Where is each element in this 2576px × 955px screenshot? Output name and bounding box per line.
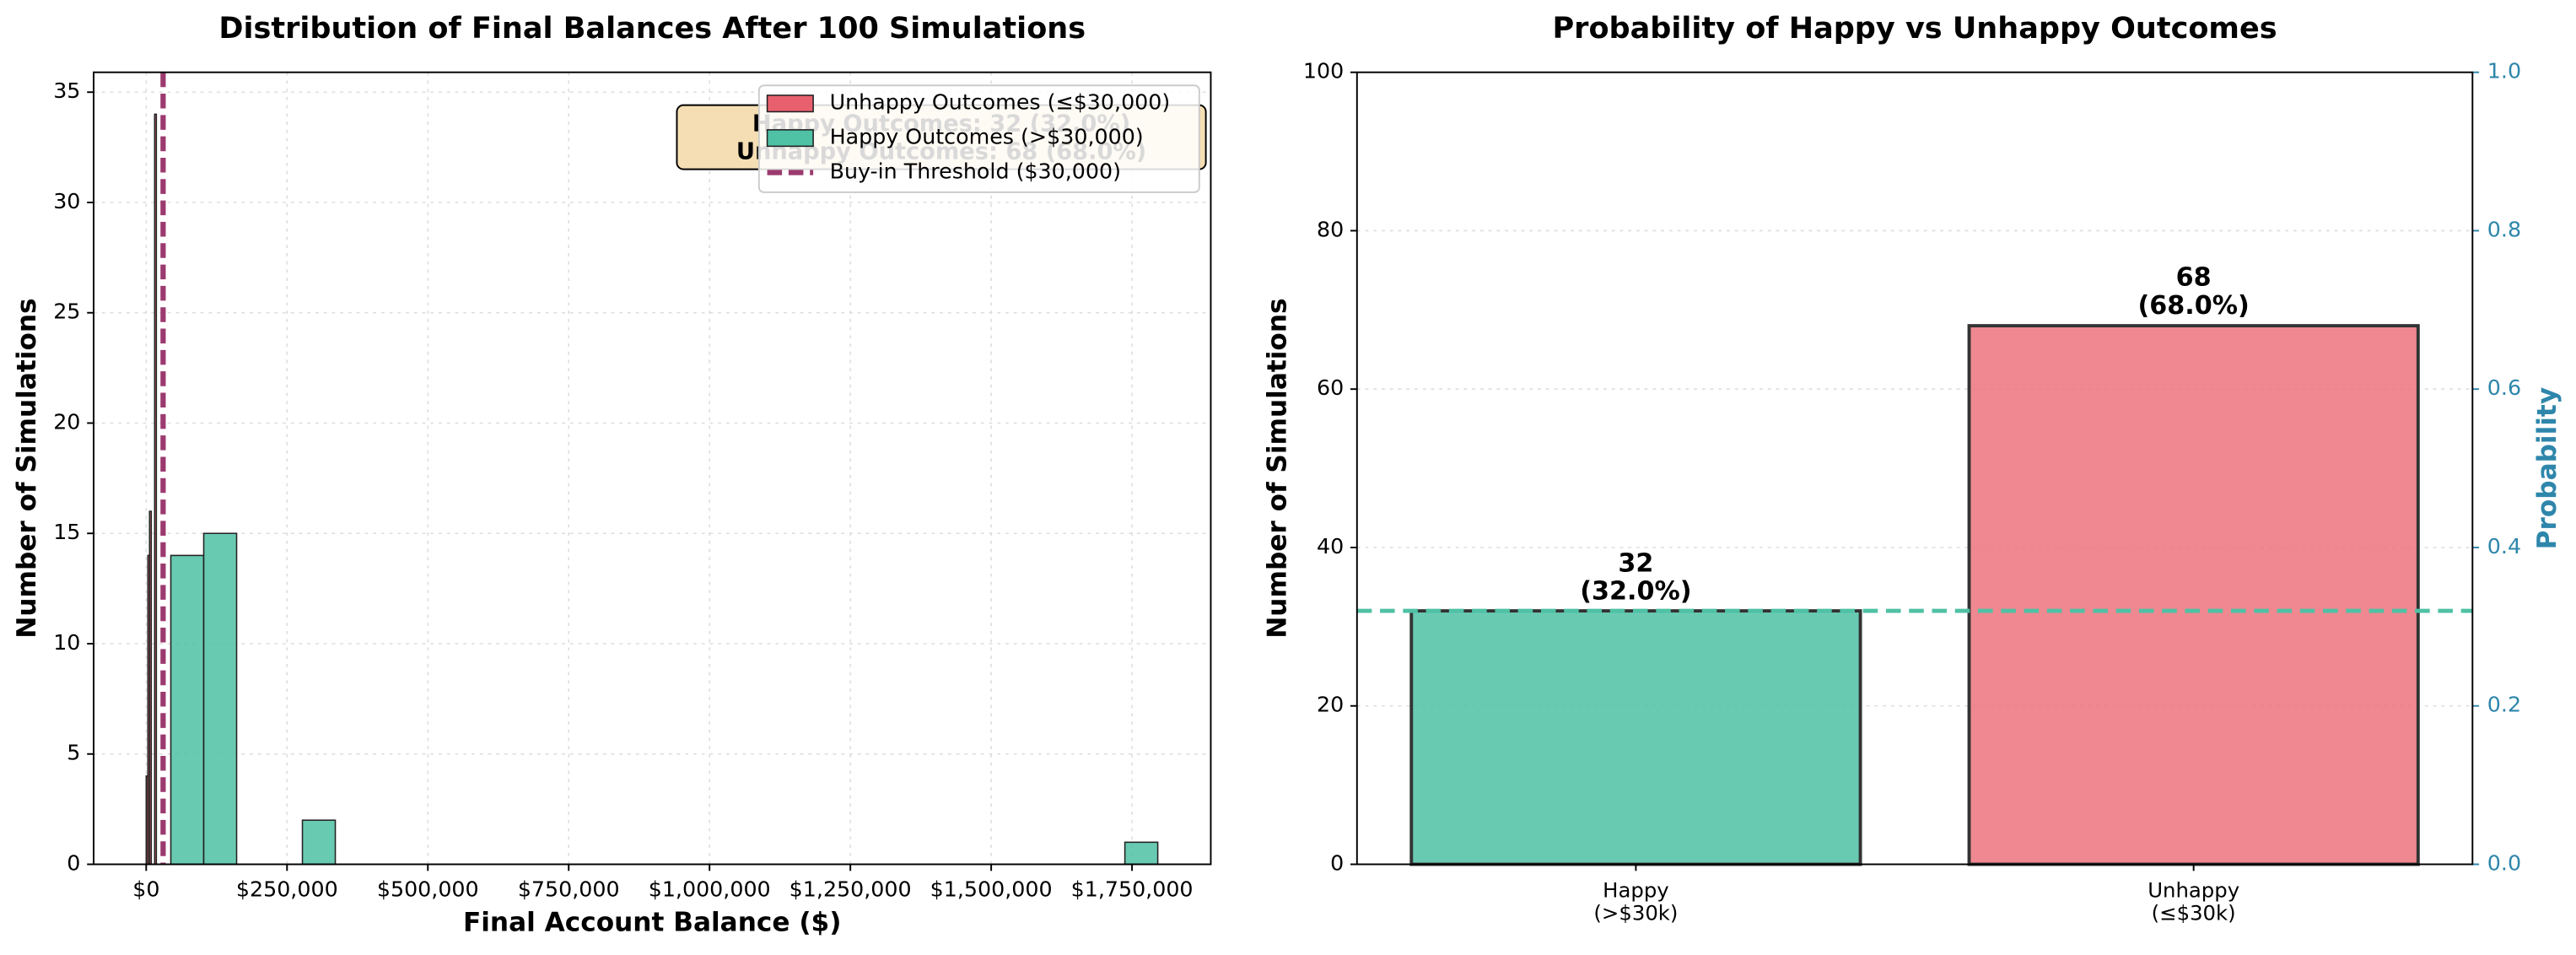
y-tick-label: 100	[1303, 58, 1344, 84]
x-tick-label: $750,000	[518, 877, 620, 902]
x-axis-label: Final Account Balance ($)	[463, 908, 842, 938]
legend-swatch	[766, 129, 814, 148]
value-label: 68 (68.0%)	[2137, 262, 2250, 321]
y-tick-label: 20	[53, 408, 80, 434]
x-tick-label: $1,250,000	[790, 877, 912, 902]
histogram-bar	[148, 510, 153, 866]
value-label: 32 (32.0%)	[1580, 548, 1692, 607]
y-tick-label: 25	[53, 299, 80, 324]
x-tick-label: $0	[132, 877, 159, 902]
y2-tick-label: 0.6	[2487, 375, 2521, 400]
y2-tick-label: 0.2	[2487, 692, 2521, 717]
histogram-bar	[301, 819, 337, 866]
y-tick-label: 80	[1317, 216, 1344, 241]
bar	[1967, 324, 2420, 866]
y2-tick-label: 0.8	[2487, 216, 2521, 241]
frame	[93, 71, 1212, 866]
legend-label: Buy-in Threshold ($30,000)	[830, 159, 1121, 184]
x-tick-label: $1,500,000	[930, 877, 1053, 902]
y2-tick-label: 0.4	[2487, 533, 2521, 558]
chart-title: Distribution of Final Balances After 100…	[218, 11, 1086, 46]
histogram-bar	[154, 113, 158, 866]
histogram-bar	[170, 554, 205, 866]
y-tick-label: 30	[53, 188, 80, 213]
y2-tick-label: 1.0	[2487, 58, 2521, 84]
histogram-bar	[202, 532, 238, 866]
legend-label: Unhappy Outcomes (≤$30,000)	[830, 89, 1171, 115]
legend-label: Happy Outcomes (>$30,000)	[830, 124, 1144, 149]
y-tick-label: 5	[67, 740, 80, 765]
x-tick-label: $1,000,000	[649, 877, 771, 902]
x-tick-label: $250,000	[236, 877, 338, 902]
bar	[1409, 609, 1862, 866]
y-tick-label: 35	[53, 78, 80, 103]
y-tick-label: 0	[67, 850, 80, 875]
y2-axis-label: Probability	[2532, 387, 2563, 549]
y2-tick-label: 0.0	[2487, 850, 2521, 875]
y-tick-label: 10	[53, 629, 80, 655]
legend-box	[757, 84, 1200, 193]
x-tick-label: $1,750,000	[1071, 877, 1194, 902]
y-tick-label: 0	[1330, 850, 1344, 875]
y-tick-label: 60	[1317, 375, 1344, 400]
y-axis-label: Number of Simulations	[1262, 298, 1292, 638]
legend-swatch	[766, 94, 814, 113]
frame	[1355, 71, 2474, 866]
x-tick-label: Happy (>$30k)	[1593, 877, 1679, 926]
x-tick-label: Unhappy (≤$30k)	[2148, 877, 2240, 926]
y-tick-label: 40	[1317, 533, 1344, 558]
y-tick-label: 15	[53, 519, 80, 544]
histogram-bar	[1124, 841, 1159, 866]
y-axis-label: Number of Simulations	[12, 298, 42, 638]
y-tick-label: 20	[1317, 692, 1344, 717]
chart-title: Probability of Happy vs Unhappy Outcomes	[1553, 11, 2277, 46]
x-tick-label: $500,000	[377, 877, 479, 902]
